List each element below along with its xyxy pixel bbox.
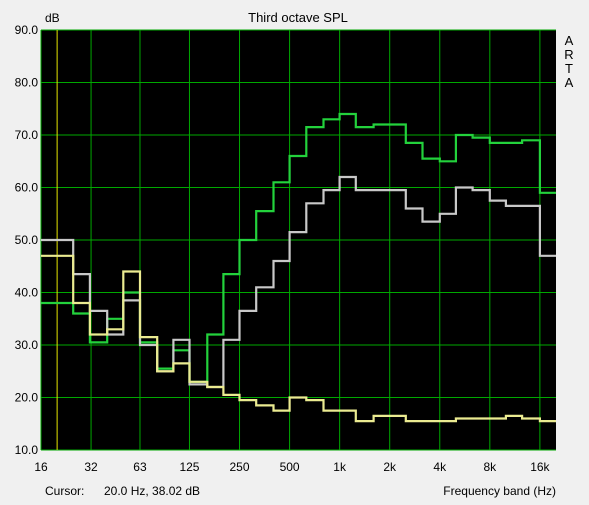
x-tick-label: 8k <box>483 460 497 474</box>
y-axis-label: dB <box>45 11 60 25</box>
y-tick-label: 50.0 <box>15 233 39 247</box>
arta-letter: T <box>565 61 573 76</box>
y-tick-label: 60.0 <box>15 181 39 195</box>
y-tick-label: 40.0 <box>15 286 39 300</box>
series-group <box>41 112 556 423</box>
y-tick-label: 70.0 <box>15 128 39 142</box>
y-tick-label: 80.0 <box>15 76 39 90</box>
y-tick-label: 20.0 <box>15 391 39 405</box>
x-tick-label: 2k <box>383 460 397 474</box>
x-axis-label: Frequency band (Hz) <box>443 484 556 498</box>
y-tick-label: 10.0 <box>15 443 39 457</box>
y-tick-label: 90.0 <box>15 23 39 37</box>
chart-title: Third octave SPL <box>248 10 348 25</box>
x-tick-label: 125 <box>179 460 199 474</box>
x-tick-label: 250 <box>230 460 250 474</box>
arta-letter: R <box>564 47 573 62</box>
x-tick-label: 4k <box>433 460 447 474</box>
y-tick-labels: 10.0 20.0 30.0 40.0 50.0 60.0 70.0 80.0 90.0 <box>15 23 39 457</box>
x-tick-label: 32 <box>84 460 98 474</box>
series-2 <box>41 254 556 423</box>
arta-letter: A <box>565 33 574 48</box>
y-tick-label: 30.0 <box>15 338 39 352</box>
x-tick-label: 16k <box>530 460 550 474</box>
x-tick-label: 63 <box>133 460 147 474</box>
cursor-label: Cursor: <box>45 484 84 498</box>
x-tick-label: 1k <box>333 460 347 474</box>
series-1 <box>41 175 556 389</box>
x-tick-label: 16 <box>34 460 48 474</box>
series-0 <box>41 112 556 383</box>
x-tick-labels: 16 32 63 125 250 500 1k 2k 4k 8k 16k <box>34 460 550 474</box>
x-tick-label: 500 <box>280 460 300 474</box>
cursor-readout: 20.0 Hz, 38.02 dB <box>104 484 200 498</box>
arta-letter: A <box>565 75 574 90</box>
